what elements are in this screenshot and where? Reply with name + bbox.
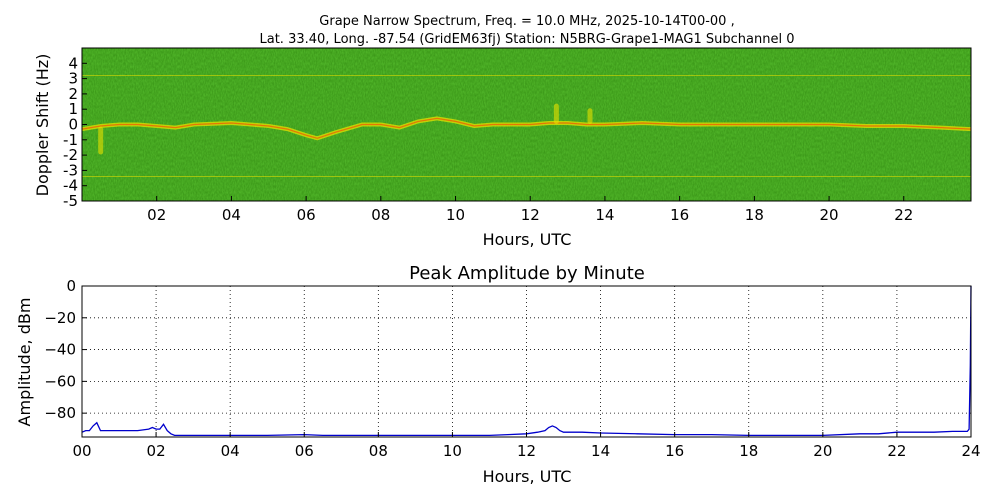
spectrogram-x-axis-label: Hours, UTC	[483, 230, 572, 249]
amplitude-series-line	[81, 285, 972, 437]
spectrogram-x-tick-label: 22	[894, 206, 913, 224]
spectrogram-y-tick-label: -3	[63, 161, 78, 179]
spectrogram-x-tick-label: 10	[446, 206, 465, 224]
amplitude-x-tick-label: 06	[295, 442, 314, 460]
spectrogram-y-tick-label: 1	[68, 100, 78, 118]
amplitude-x-tick-label: 10	[443, 442, 462, 460]
amplitude-x-tick-label: 20	[813, 442, 832, 460]
spectrogram-x-tick-label: 16	[670, 206, 689, 224]
spectrogram-y-axis-label: Doppler Shift (Hz)	[33, 54, 52, 197]
amplitude-y-axis-label: Amplitude, dBm	[15, 298, 34, 427]
amplitude-y-tick-label: −60	[44, 372, 76, 390]
amplitude-y-tick-label: 0	[66, 277, 76, 295]
spectrogram-y-tick-label: -5	[63, 192, 78, 210]
spectrogram-x-tick-label: 08	[371, 206, 390, 224]
figure-title-line-2: Lat. 33.40, Long. -87.54 (GridEM63fj) St…	[260, 32, 795, 47]
figure-title-line-1: Grape Narrow Spectrum, Freq. = 10.0 MHz,…	[319, 14, 734, 29]
carrier-trace-core	[82, 117, 971, 139]
amplitude-x-tick-label: 18	[739, 442, 758, 460]
spectrogram-x-tick-label: 02	[147, 206, 166, 224]
spectrogram-x-tick-label: 20	[820, 206, 839, 224]
amplitude-plot-title: Peak Amplitude by Minute	[409, 263, 645, 284]
amplitude-x-tick-label: 22	[887, 442, 906, 460]
spectrogram-x-tick-label: 14	[595, 206, 614, 224]
spectrogram-y-tick-label: 3	[68, 70, 78, 88]
amplitude-x-tick-label: 24	[961, 442, 980, 460]
spectrogram-x-tick-label: 12	[521, 206, 540, 224]
amplitude-x-tick-label: 08	[369, 442, 388, 460]
spectrogram-x-tick-label: 04	[222, 206, 241, 224]
amplitude-x-axis-label: Hours, UTC	[483, 467, 572, 486]
spectrogram-y-tick-label: 4	[68, 54, 78, 72]
spectrogram-y-tick-label: -4	[63, 177, 78, 195]
amplitude-plot-area	[82, 286, 971, 437]
spectrogram-x-tick-label: 06	[297, 206, 316, 224]
spectrogram-y-tick-label: 2	[68, 85, 78, 103]
amplitude-x-tick-label: 04	[221, 442, 240, 460]
spectrogram-y-tick-label: -1	[63, 131, 78, 149]
spectrogram-y-tick-label: -2	[63, 146, 78, 164]
spectrogram-y-tick-label: 0	[68, 116, 78, 134]
amplitude-y-tick-label: −20	[44, 309, 76, 327]
amplitude-plot: Peak Amplitude by Minute 00 02 04 06 08 10 12 1…	[15, 263, 981, 486]
amplitude-y-tick-label: −40	[44, 341, 76, 359]
spectrogram-x-tick-label: 18	[745, 206, 764, 224]
amplitude-x-tick-label: 02	[147, 442, 166, 460]
amplitude-x-tick-label: 16	[665, 442, 684, 460]
amplitude-x-tick-label: 00	[72, 442, 91, 460]
amplitude-y-tick-label: −80	[44, 404, 76, 422]
amplitude-x-tick-label: 14	[591, 442, 610, 460]
amplitude-x-tick-label: 12	[517, 442, 536, 460]
